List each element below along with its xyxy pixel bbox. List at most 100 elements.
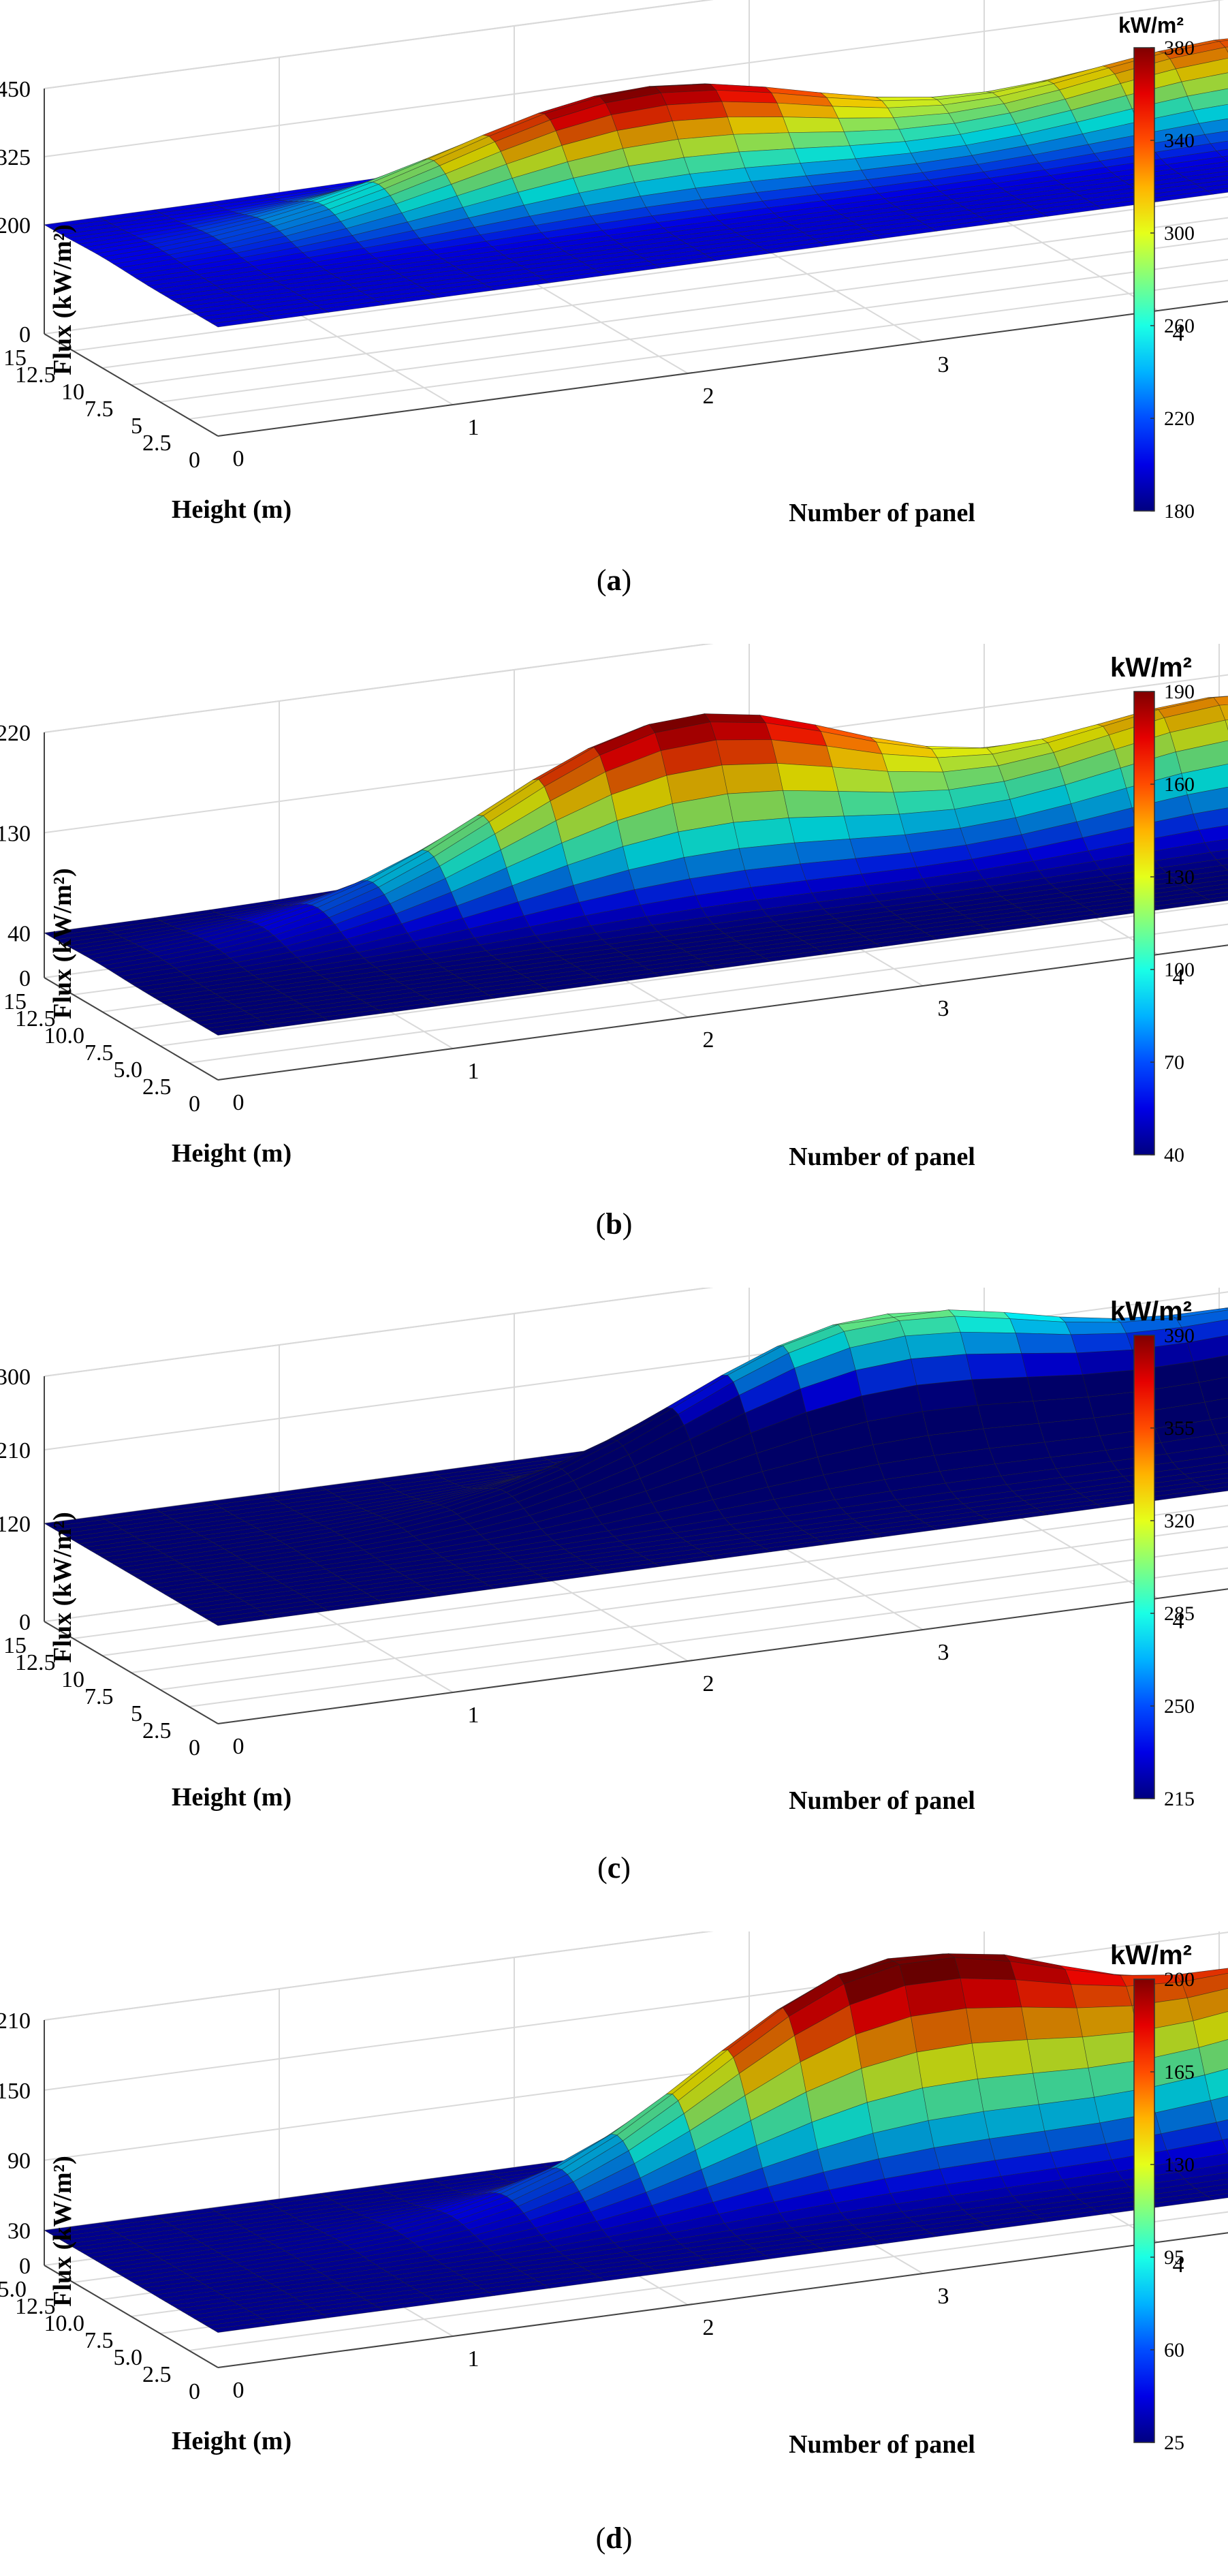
- colorbar-title: kW/m²: [1118, 13, 1184, 37]
- colorbar-tick-label: 200: [1164, 1968, 1195, 1991]
- colorbar-tick-label: 190: [1164, 681, 1195, 703]
- panel-tick-label: 3: [938, 1640, 949, 1665]
- height-tick-label: 2.5: [142, 431, 172, 456]
- colorbar-tick-label: 390: [1164, 1324, 1195, 1347]
- z-axis-label: Flux (kW/m²): [48, 2156, 77, 2306]
- caption-c-label: c: [607, 1851, 621, 1884]
- surface-chart-svg: 0309015021015.012.510.07.55.02.500123456…: [0, 1931, 1228, 2459]
- height-tick-label: 7.5: [84, 2328, 114, 2353]
- surface-chart-svg: 02003254501512.5107.552.50012345678Flux …: [0, 0, 1228, 527]
- flux-surface: [43, 1307, 1228, 1626]
- colorbar-title: kW/m²: [1110, 1297, 1192, 1326]
- colorbar-tick-label: 100: [1164, 959, 1195, 981]
- z-axis-label: Flux (kW/m²): [48, 1512, 77, 1662]
- height-tick-label: 0: [189, 448, 200, 473]
- height-tick-label: 7.5: [84, 1684, 114, 1709]
- panel-tick-label: 3: [938, 996, 949, 1021]
- height-tick-label: 15: [3, 345, 27, 371]
- height-tick-label: 15.0: [0, 2277, 27, 2302]
- colorbar-tick-label: 380: [1164, 37, 1195, 59]
- z-tick-label: 0: [19, 966, 31, 991]
- height-axis-label: Height (m): [172, 1139, 292, 1168]
- height-tick-label: 2.5: [142, 1074, 172, 1100]
- height-tick-label: 0: [189, 1091, 200, 1117]
- caption-c: (c): [597, 1851, 631, 1884]
- flux-surface: [43, 38, 1228, 328]
- height-tick-label: 5.0: [114, 1057, 143, 1083]
- z-tick-label: 300: [0, 1365, 31, 1390]
- colorbar-tick-label: 285: [1164, 1602, 1195, 1625]
- panel-tick-label: 3: [938, 352, 949, 377]
- z-tick-label: 450: [0, 77, 31, 102]
- colorbar-tick-label: 220: [1164, 407, 1195, 430]
- panel-tick-label: 4: [1173, 1609, 1184, 1634]
- z-tick-label: 130: [0, 821, 31, 846]
- axis-lines: [44, 1376, 1228, 1724]
- panel-tick-label: 0: [233, 446, 245, 471]
- height-tick-label: 15: [3, 1633, 27, 1658]
- height-tick-label: 12.5: [15, 2294, 56, 2319]
- colorbar: [1133, 1978, 1155, 2443]
- caption-b-label: b: [605, 1207, 623, 1241]
- colorbar-tick-label: 250: [1164, 1695, 1195, 1718]
- surface-plot-b: 0401302201512.510.07.55.02.50012345678Fl…: [0, 644, 1228, 1288]
- height-tick-label: 12.5: [15, 362, 56, 388]
- panel-tick-label: 4: [1173, 321, 1184, 346]
- height-tick-label: 0: [189, 1735, 200, 1760]
- z-tick-label: 210: [0, 1438, 31, 1463]
- colorbar-tick-label: 40: [1164, 1144, 1184, 1166]
- height-tick-label: 2.5: [142, 1718, 172, 1743]
- z-tick-label: 30: [7, 2219, 31, 2244]
- surface-plot-d: 0309015021015.012.510.07.55.02.500123456…: [0, 1931, 1228, 2575]
- panel-tick-label: 2: [703, 1027, 714, 1053]
- colorbar-tick-label: 320: [1164, 1510, 1195, 1532]
- colorbar-tick-label: 300: [1164, 222, 1195, 245]
- flux-surface: [43, 1953, 1228, 2333]
- panel-tick-label: 3: [938, 2284, 949, 2309]
- panel-axis-label: Number of panel: [789, 1143, 975, 1171]
- height-tick-label: 5: [131, 1701, 142, 1726]
- panel-tick-label: 4: [1173, 2252, 1184, 2278]
- surface-chart-svg: 0401302201512.510.07.55.02.50012345678Fl…: [0, 644, 1228, 1171]
- flux-surface: [43, 696, 1228, 1036]
- height-tick-label: 15: [3, 989, 27, 1014]
- panel-tick-label: 1: [468, 2346, 479, 2372]
- surface-plot-a: 02003254501512.5107.552.50012345678Flux …: [0, 0, 1228, 644]
- height-tick-label: 12.5: [15, 1650, 56, 1675]
- z-tick-label: 0: [19, 2254, 31, 2279]
- panel-tick-label: 0: [233, 2378, 245, 2403]
- caption-b: (b): [595, 1207, 633, 1241]
- height-tick-label: 10.0: [44, 1023, 85, 1049]
- colorbar-title: kW/m²: [1110, 653, 1192, 683]
- panel-axis-label: Number of panel: [789, 1786, 975, 1815]
- panel-tick-label: 2: [703, 1671, 714, 1696]
- colorbar-tick-label: 130: [1164, 866, 1195, 888]
- z-tick-label: 210: [0, 2008, 31, 2034]
- colorbar-tick-label: 25: [1164, 2432, 1184, 2454]
- z-tick-label: 220: [0, 721, 31, 746]
- panel-axis-label: Number of panel: [789, 2430, 975, 2459]
- colorbar-title: kW/m²: [1110, 1940, 1192, 1970]
- z-tick-label: 200: [0, 213, 31, 238]
- panel-tick-label: 1: [468, 415, 479, 440]
- colorbar-tick-label: 215: [1164, 1788, 1195, 1810]
- height-tick-label: 10: [61, 379, 84, 405]
- height-axis-label: Height (m): [172, 1783, 292, 1812]
- z-tick-label: 0: [19, 322, 31, 347]
- height-tick-label: 10: [61, 1667, 84, 1692]
- colorbar-tick-label: 355: [1164, 1417, 1195, 1440]
- z-tick-label: 325: [0, 145, 31, 170]
- z-axis-label: Flux (kW/m²): [48, 224, 77, 375]
- height-tick-label: 5: [131, 414, 142, 439]
- surface-chart-svg: 01202103001512.5107.552.50012345678Flux …: [0, 1288, 1228, 1815]
- height-tick-label: 12.5: [15, 1006, 56, 1031]
- colorbar-tick-label: 70: [1164, 1051, 1184, 1074]
- colorbar: [1133, 47, 1155, 512]
- panel-tick-label: 4: [1173, 965, 1184, 990]
- panel-tick-label: 0: [233, 1734, 245, 1759]
- z-tick-label: 150: [0, 2079, 31, 2104]
- z-tick-label: 40: [7, 922, 31, 947]
- height-tick-label: 2.5: [142, 2362, 172, 2387]
- caption-a: (a): [596, 563, 632, 597]
- panel-tick-label: 2: [703, 2315, 714, 2340]
